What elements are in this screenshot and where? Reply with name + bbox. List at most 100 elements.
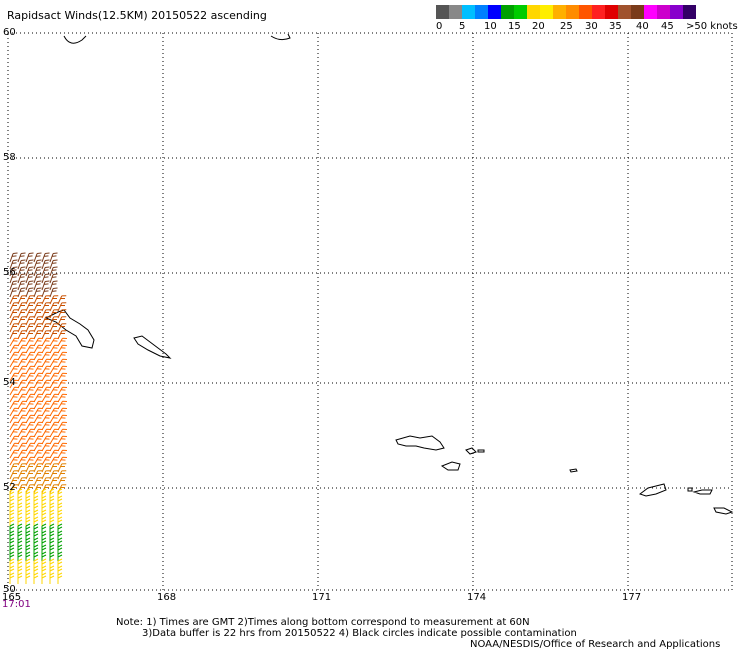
wind-barb xyxy=(25,414,35,424)
wind-barb xyxy=(41,477,51,487)
wind-barb xyxy=(49,544,55,556)
wind-barb xyxy=(9,565,15,577)
wind-barb xyxy=(33,273,42,284)
colorbar-swatch-7 xyxy=(527,5,540,19)
island-st-matthew-large xyxy=(44,309,95,349)
wind-barb xyxy=(57,351,67,361)
wind-barb xyxy=(33,565,39,577)
wind-barb xyxy=(49,280,58,291)
colorbar-label: 10 xyxy=(484,21,497,32)
wind-barb xyxy=(41,273,50,284)
wind-barb xyxy=(49,523,55,535)
wind-barb xyxy=(17,442,27,452)
wind-barb xyxy=(9,302,19,312)
wind-barb xyxy=(17,558,23,570)
wind-barb xyxy=(49,421,59,431)
wind-barb xyxy=(9,530,15,542)
wind-barb xyxy=(25,435,35,445)
wind-barb xyxy=(25,537,31,549)
colorbar-label: 40 xyxy=(636,21,649,32)
wind-barb xyxy=(41,435,51,445)
wind-barb xyxy=(17,428,27,438)
wind-barb xyxy=(17,530,23,542)
colorbar-label: 5 xyxy=(459,21,466,32)
wind-barb xyxy=(57,295,67,305)
colorbar-swatch-1 xyxy=(449,5,462,19)
wind-barb xyxy=(25,379,35,389)
wind-barb xyxy=(33,558,39,570)
wind-barb xyxy=(17,295,27,305)
wind-barb xyxy=(49,287,58,298)
wind-barb xyxy=(33,414,43,424)
wind-barb xyxy=(17,537,23,549)
wind-barb xyxy=(17,470,27,480)
wind-barb xyxy=(41,372,51,382)
wind-barb xyxy=(33,372,43,382)
wind-barb xyxy=(49,558,55,570)
wind-barb xyxy=(17,266,26,277)
wind-barb xyxy=(17,273,26,284)
wind-barb xyxy=(49,456,59,466)
wind-barb xyxy=(41,407,51,417)
wind-barb xyxy=(25,516,31,528)
wind-barb xyxy=(25,309,35,319)
colorbar-swatch-3 xyxy=(475,5,488,19)
wind-barb xyxy=(33,337,43,347)
wind-barb xyxy=(49,358,59,368)
wind-barb xyxy=(17,414,27,424)
wind-barb xyxy=(49,386,59,396)
wind-barb xyxy=(33,495,39,507)
wind-barb xyxy=(49,449,59,459)
wind-barb xyxy=(33,442,43,452)
wind-barb xyxy=(41,551,47,563)
wind-barb xyxy=(9,323,19,333)
colorbar-swatch-17 xyxy=(657,5,670,19)
wind-barb xyxy=(17,280,26,291)
wind-barb xyxy=(25,442,35,452)
wind-barb xyxy=(57,509,63,521)
wind-barb xyxy=(33,351,43,361)
wind-barb xyxy=(57,502,63,514)
wind-barb xyxy=(49,273,58,284)
latitude-label: 58 xyxy=(3,152,16,163)
wind-barb xyxy=(57,330,67,340)
wind-barb xyxy=(49,488,55,500)
wind-barb xyxy=(9,365,19,375)
wind-barb xyxy=(57,365,67,375)
wind-barb xyxy=(49,337,59,347)
wind-barb xyxy=(17,551,23,563)
wind-barb xyxy=(9,463,19,473)
wind-barb xyxy=(25,572,31,584)
island-aleutian-2 xyxy=(440,461,461,471)
wind-barb xyxy=(41,523,47,535)
wind-barb xyxy=(17,358,27,368)
wind-barb xyxy=(57,372,67,382)
wind-barb xyxy=(49,400,59,410)
wind-barb xyxy=(17,344,27,354)
wind-barb xyxy=(9,273,18,284)
wind-barb xyxy=(41,537,47,549)
wind-barb xyxy=(33,323,43,333)
map-frame xyxy=(7,32,733,591)
wind-barb xyxy=(25,428,35,438)
wind-barb xyxy=(49,316,59,326)
wind-barb xyxy=(33,330,43,340)
coastlines xyxy=(44,33,734,515)
wind-barb xyxy=(41,421,51,431)
wind-barb xyxy=(9,316,19,326)
wind-barb xyxy=(9,295,19,305)
wind-barb xyxy=(17,477,27,487)
wind-barb xyxy=(17,572,23,584)
wind-barb xyxy=(25,551,31,563)
wind-barb xyxy=(17,400,27,410)
wind-barb xyxy=(33,456,43,466)
wind-barb xyxy=(9,428,19,438)
wind-barb xyxy=(41,266,50,277)
wind-barb xyxy=(41,252,50,263)
wind-barb xyxy=(25,530,31,542)
wind-barb xyxy=(57,449,67,459)
wind-barb xyxy=(41,516,47,528)
wind-barb xyxy=(25,259,34,270)
wind-barb xyxy=(57,337,67,347)
colorbar-label: 25 xyxy=(560,21,573,32)
